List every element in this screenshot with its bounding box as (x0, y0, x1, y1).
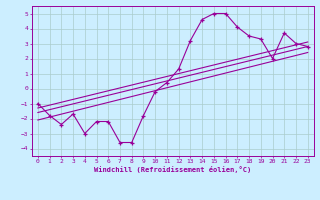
X-axis label: Windchill (Refroidissement éolien,°C): Windchill (Refroidissement éolien,°C) (94, 166, 252, 173)
